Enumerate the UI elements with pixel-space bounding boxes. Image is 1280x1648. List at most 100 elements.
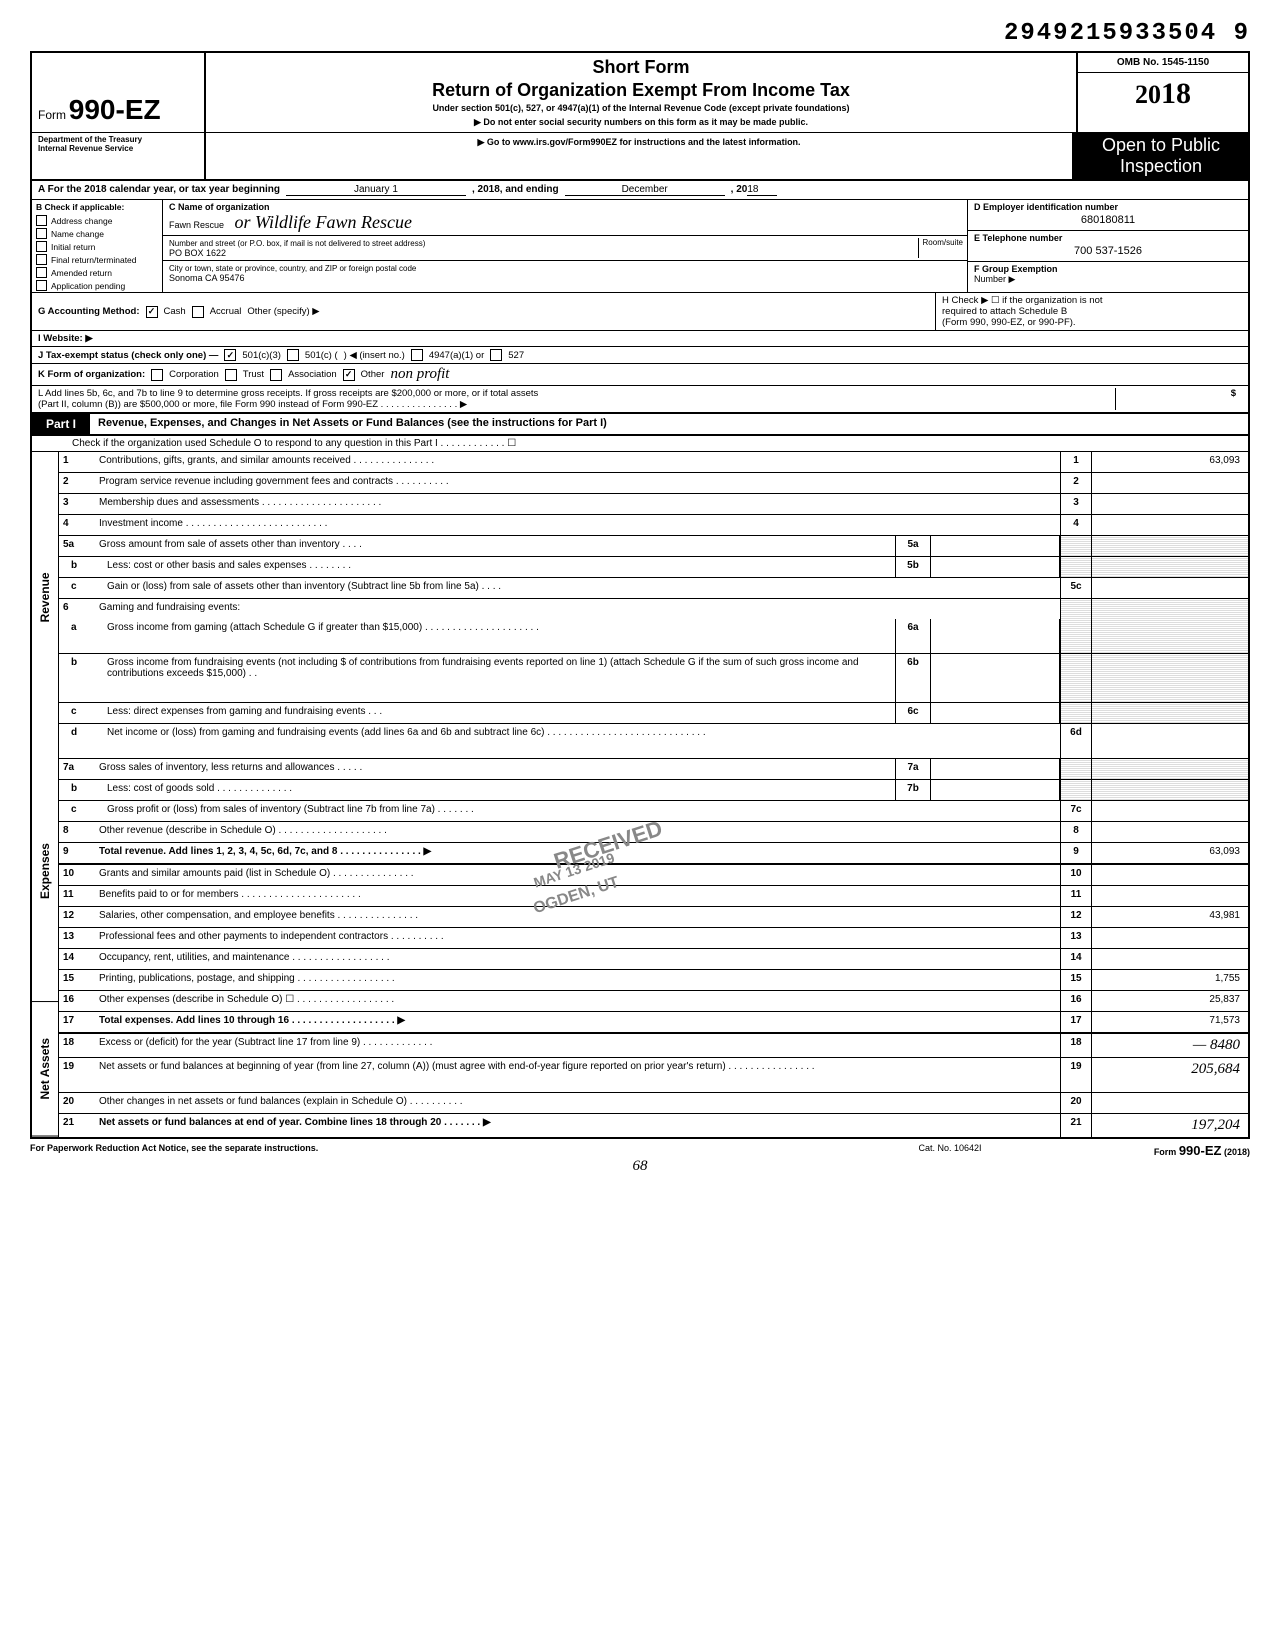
ln12-rval: 43,981 [1091,907,1248,927]
line-12: 12 Salaries, other compensation, and emp… [59,907,1248,928]
ln6a-rval [1091,619,1248,653]
ln5a-desc: Gross amount from sale of assets other t… [95,536,895,556]
lbl-527: 527 [508,350,524,361]
main-title: Return of Organization Exempt From Incom… [214,80,1068,101]
l-amount: $ [1115,388,1242,410]
line-7c: c Gross profit or (loss) from sales of i… [59,801,1248,822]
lbl-address-change: Address change [51,216,112,226]
ln12-num: 12 [59,907,95,927]
lbl-4947: 4947(a)(1) or [429,350,484,361]
ln11-rnum: 11 [1060,886,1091,906]
lbl-accrual: Accrual [210,306,242,317]
lbl-final-return: Final return/terminated [51,255,137,265]
ln1-rnum: 1 [1060,452,1091,472]
k-label: K Form of organization: [38,369,145,380]
ln7b-rnum [1060,780,1091,800]
instruction-1: ▶ Do not enter social security numbers o… [214,117,1068,128]
ln5a-rnum [1060,536,1091,556]
ck-527[interactable] [490,349,502,361]
row-h: H Check ▶ ☐ if the organization is not r… [935,293,1248,330]
ln6b-mid: 6b [895,654,931,702]
line-7a: 7a Gross sales of inventory, less return… [59,759,1248,780]
ln9-num: 9 [59,843,95,863]
ln7a-mid: 7a [895,759,931,779]
ln7a-midval [931,759,1060,779]
omb-cell: OMB No. 1545-1150 2018 [1078,53,1248,132]
ln20-desc: Other changes in net assets or fund bala… [95,1093,1060,1113]
ck-cash[interactable] [146,306,158,318]
ck-4947[interactable] [411,349,423,361]
ck-501c[interactable] [287,349,299,361]
ln13-num: 13 [59,928,95,948]
ln17-desc: Total expenses. Add lines 10 through 16 … [95,1012,1060,1032]
ck-association[interactable] [270,369,282,381]
form-number-cell: Form 990-EZ [32,53,206,132]
ln6d-rnum: 6d [1060,724,1091,758]
ln7c-num: c [59,801,103,821]
ln1-rval: 63,093 [1091,452,1248,472]
ln9-desc: Total revenue. Add lines 1, 2, 3, 4, 5c,… [95,843,1060,863]
ln5a-mid: 5a [895,536,931,556]
line-11: 11 Benefits paid to or for members . . .… [59,886,1248,907]
year-prefix: 20 [1135,80,1161,109]
ln18-rnum: 18 [1060,1034,1091,1057]
ck-address-change[interactable]: Address change [32,214,162,227]
i-label: I Website: ▶ [38,333,93,344]
ln19-rval: 205,684 [1091,1058,1248,1092]
goto-cell: ▶ Go to www.irs.gov/Form990EZ for instru… [206,133,1074,179]
ln11-desc: Benefits paid to or for members . . . . … [95,886,1060,906]
line-3: 3 Membership dues and assessments . . . … [59,494,1248,515]
line-a-mid: , 2018, and ending [472,184,559,196]
ln6c-rnum [1060,703,1091,723]
tax-year: 2018 [1078,73,1248,115]
line-a-begin: January 1 [286,184,466,196]
ln14-num: 14 [59,949,95,969]
title-cell: Short Form Return of Organization Exempt… [206,53,1078,132]
row-g-h: G Accounting Method: Cash Accrual Other … [30,293,1250,331]
ck-application-pending[interactable]: Application pending [32,279,162,292]
line-5b: b Less: cost or other basis and sales ex… [59,557,1248,578]
c-room-label: Room/suite [918,238,963,258]
col-b: B Check if applicable: Address change Na… [32,200,163,292]
ck-amended-return[interactable]: Amended return [32,266,162,279]
ln10-rval [1091,865,1248,885]
ck-501c3[interactable] [224,349,236,361]
dept-cell: Department of the Treasury Internal Reve… [32,133,206,179]
footer-left: For Paperwork Reduction Act Notice, see … [30,1143,850,1158]
dept-treasury: Department of the Treasury [38,135,198,144]
ck-initial-return[interactable]: Initial return [32,240,162,253]
ck-final-return[interactable]: Final return/terminated [32,253,162,266]
row-l: L Add lines 5b, 6c, and 7b to line 9 to … [30,386,1250,414]
ck-accrual[interactable] [192,306,204,318]
ln19-num: 19 [59,1058,95,1092]
line-4: 4 Investment income . . . . . . . . . . … [59,515,1248,536]
ln11-num: 11 [59,886,95,906]
line-a-prefix: A For the 2018 calendar year, or tax yea… [38,184,280,196]
j-label: J Tax-exempt status (check only one) — [38,350,218,361]
year-suffix: 18 [1161,77,1191,110]
c-city-value: Sonoma CA 95476 [169,273,245,283]
form-header: Form 990-EZ Short Form Return of Organiz… [30,51,1250,132]
lbl-initial-return: Initial return [51,242,95,252]
open-line1: Open to Public [1076,135,1246,156]
ln16-desc: Other expenses (describe in Schedule O) … [95,991,1060,1011]
line-18: 18 Excess or (deficit) for the year (Sub… [59,1034,1248,1058]
ln19-desc: Net assets or fund balances at beginning… [95,1058,1060,1092]
footer-center: Cat. No. 10642I [850,1143,1050,1158]
line-a-end-month: December [565,184,725,196]
line-a: A For the 2018 calendar year, or tax yea… [30,181,1250,200]
ck-corporation[interactable] [151,369,163,381]
ln4-rnum: 4 [1060,515,1091,535]
part1-table: Revenue Expenses Net Assets 1 Contributi… [30,452,1250,1139]
c-name-row: C Name of organization Fawn Rescue or Wi… [163,200,967,236]
side-expenses: Expenses [32,742,58,1002]
ln5b-desc: Less: cost or other basis and sales expe… [103,557,895,577]
ln7a-rval [1091,759,1248,779]
ck-trust[interactable] [225,369,237,381]
ck-other-org[interactable] [343,369,355,381]
ln6c-mid: 6c [895,703,931,723]
ln5c-desc: Gain or (loss) from sale of assets other… [103,578,1060,598]
ln2-desc: Program service revenue including govern… [95,473,1060,493]
ck-name-change[interactable]: Name change [32,227,162,240]
lbl-501c: 501(c) ( [305,350,338,361]
